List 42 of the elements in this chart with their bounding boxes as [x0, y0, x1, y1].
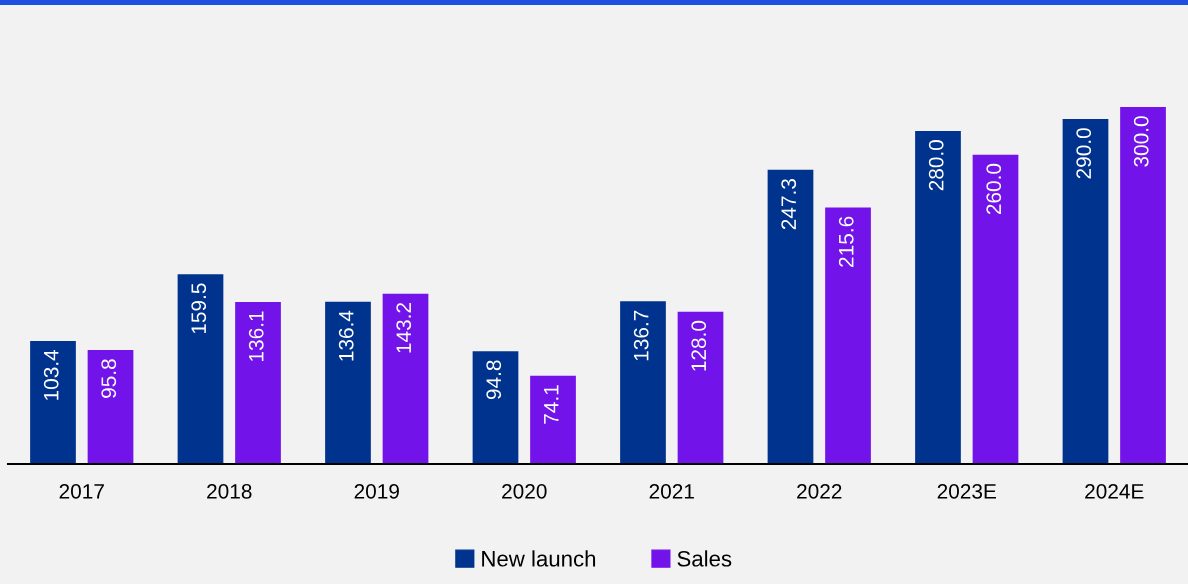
- x-tick-label: 2017: [59, 483, 104, 499]
- bar: [825, 207, 871, 464]
- bar: [235, 302, 281, 464]
- bar: [972, 154, 1019, 464]
- data-label: 136.4: [338, 310, 354, 361]
- data-label: 290.0: [1076, 128, 1092, 179]
- x-tick-label: 2023E: [937, 483, 996, 499]
- x-tick-label: 2022: [797, 483, 842, 499]
- data-label: 95.8: [101, 359, 117, 398]
- data-label: 215.6: [838, 216, 854, 267]
- x-tick-label: 2019: [354, 483, 399, 499]
- bar: [620, 301, 666, 464]
- data-label: 103.4: [43, 349, 59, 400]
- bar: [177, 274, 224, 464]
- data-label: 94.8: [486, 360, 502, 400]
- bar: [1062, 118, 1109, 464]
- data-label: 74.1: [544, 385, 559, 424]
- bar: [325, 301, 371, 464]
- data-label: 247.3: [781, 179, 797, 230]
- x-tick-label: 2024E: [1085, 483, 1144, 499]
- bar: [30, 340, 76, 464]
- bar: [677, 311, 724, 464]
- bar: [767, 169, 814, 464]
- data-label: 260.0: [986, 163, 1002, 215]
- bar: [1120, 107, 1166, 464]
- x-tick-label: 2020: [502, 483, 547, 499]
- data-label: 280.0: [928, 140, 944, 191]
- data-label: 159.5: [191, 283, 207, 334]
- data-label: 136.1: [248, 311, 264, 361]
- bar: [87, 350, 134, 464]
- bar: [472, 351, 519, 464]
- data-label: 143.2: [396, 303, 412, 353]
- legend-label: New launch: [482, 550, 596, 567]
- bar: [382, 293, 429, 464]
- legend-label: Sales: [677, 550, 732, 567]
- bar: [530, 375, 576, 464]
- data-label: 300.0: [1133, 116, 1149, 167]
- x-tick-label: 2021: [649, 483, 694, 499]
- x-tick-label: 2018: [207, 483, 252, 499]
- bar: [915, 130, 961, 464]
- data-label: 136.7: [633, 310, 649, 361]
- data-label: 128.0: [691, 320, 707, 371]
